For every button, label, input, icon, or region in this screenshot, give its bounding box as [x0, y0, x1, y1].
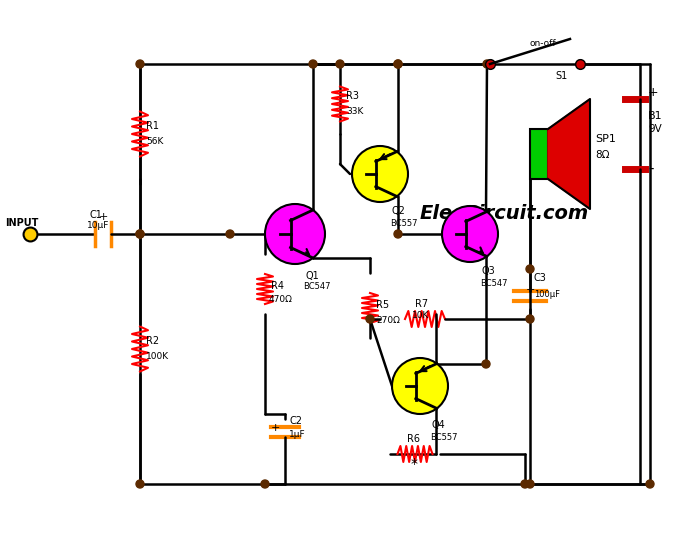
- Circle shape: [261, 480, 269, 488]
- Text: BC547: BC547: [303, 282, 330, 291]
- Text: 470Ω: 470Ω: [269, 295, 293, 304]
- Text: Q3: Q3: [482, 266, 496, 276]
- Circle shape: [265, 204, 325, 264]
- Circle shape: [136, 230, 144, 238]
- Text: R4: R4: [271, 281, 284, 291]
- Circle shape: [352, 146, 408, 202]
- Circle shape: [394, 60, 402, 68]
- Text: Q2: Q2: [392, 206, 406, 216]
- Circle shape: [366, 315, 374, 323]
- Text: 33K: 33K: [346, 107, 363, 116]
- Circle shape: [521, 480, 529, 488]
- Circle shape: [526, 315, 534, 323]
- Text: 1μF: 1μF: [289, 430, 306, 439]
- Text: +: +: [271, 423, 281, 433]
- Circle shape: [394, 60, 402, 68]
- Text: BC557: BC557: [430, 433, 458, 442]
- Circle shape: [482, 360, 490, 368]
- Circle shape: [394, 230, 402, 238]
- Circle shape: [136, 230, 144, 238]
- Text: on-off: on-off: [530, 39, 556, 48]
- Polygon shape: [548, 99, 590, 209]
- Text: R2: R2: [146, 336, 159, 346]
- Text: BC547: BC547: [480, 279, 508, 288]
- Circle shape: [336, 60, 344, 68]
- Text: +: +: [648, 86, 659, 99]
- Circle shape: [646, 480, 654, 488]
- Text: C3: C3: [534, 273, 547, 283]
- Text: C1: C1: [90, 210, 103, 220]
- Text: R3: R3: [346, 91, 359, 101]
- Circle shape: [136, 480, 144, 488]
- Circle shape: [442, 206, 498, 262]
- Text: 9V: 9V: [648, 124, 662, 134]
- Circle shape: [576, 60, 584, 68]
- Text: 270Ω: 270Ω: [376, 316, 400, 325]
- Text: BC557: BC557: [390, 219, 417, 228]
- Text: 100μF: 100μF: [534, 290, 560, 299]
- Circle shape: [483, 60, 491, 68]
- Text: B1: B1: [648, 111, 663, 121]
- Text: R1: R1: [146, 121, 159, 131]
- Text: R6: R6: [407, 434, 420, 444]
- Circle shape: [392, 358, 448, 414]
- Text: Q4: Q4: [432, 420, 446, 430]
- Text: R7: R7: [415, 299, 428, 309]
- Text: SP1: SP1: [595, 134, 616, 144]
- Circle shape: [486, 60, 494, 68]
- Text: S1: S1: [555, 71, 567, 81]
- FancyBboxPatch shape: [530, 129, 548, 179]
- Text: ElecCircuit.com: ElecCircuit.com: [419, 204, 589, 223]
- Text: 10μF: 10μF: [87, 221, 109, 230]
- Text: 8Ω: 8Ω: [595, 150, 610, 160]
- Text: Q1: Q1: [305, 271, 318, 281]
- Text: -: -: [648, 161, 654, 176]
- Circle shape: [309, 60, 317, 68]
- Text: INPUT: INPUT: [5, 218, 38, 228]
- Text: 56K: 56K: [146, 137, 163, 146]
- Circle shape: [226, 230, 234, 238]
- Text: +: +: [526, 285, 536, 295]
- Text: R5: R5: [376, 300, 389, 310]
- Circle shape: [526, 265, 534, 273]
- Text: 10K: 10K: [412, 311, 429, 320]
- Text: 100K: 100K: [146, 352, 169, 361]
- Text: C2: C2: [289, 416, 302, 426]
- Circle shape: [526, 480, 534, 488]
- Circle shape: [136, 60, 144, 68]
- Text: +: +: [99, 212, 108, 222]
- Text: *: *: [411, 457, 418, 471]
